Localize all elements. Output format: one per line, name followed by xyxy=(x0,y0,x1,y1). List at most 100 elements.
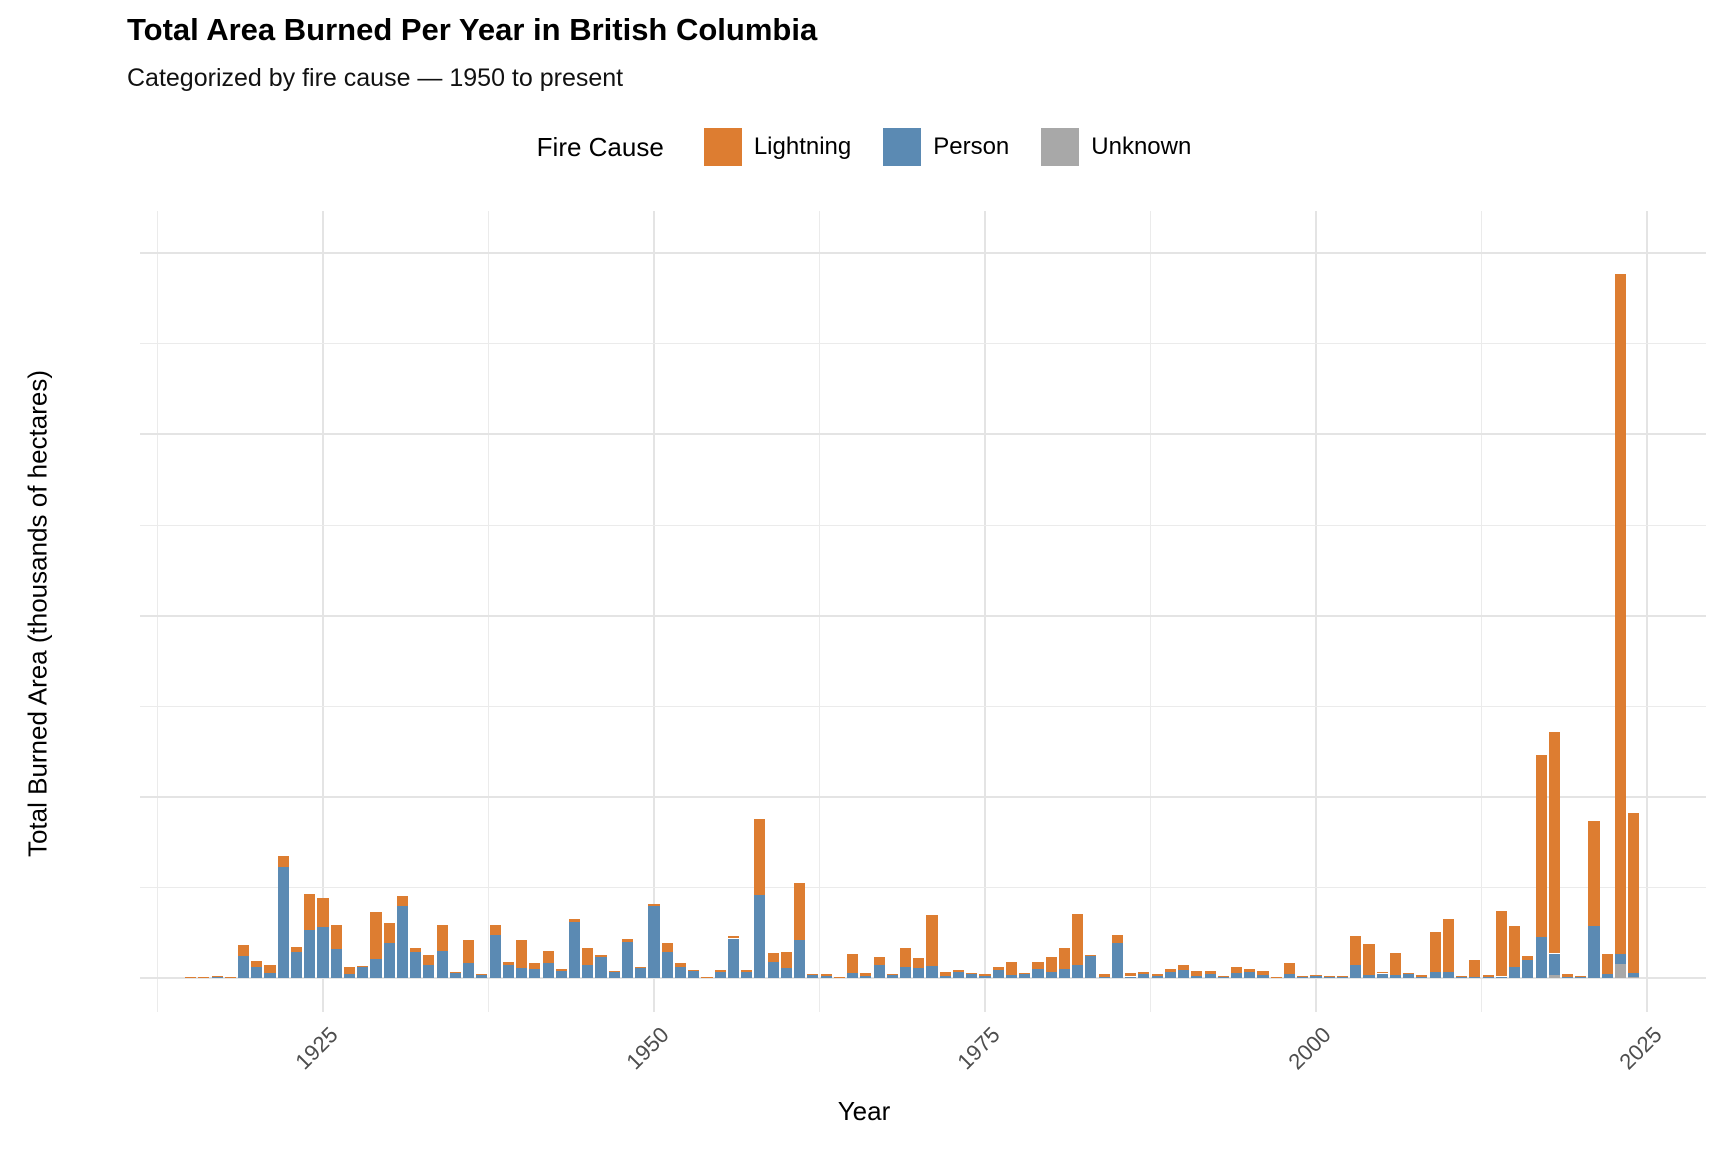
bar-1946-lightning xyxy=(595,955,607,957)
x-tick-label-1950: 1950 xyxy=(621,1022,674,1075)
bar-2005-person xyxy=(1376,973,1388,978)
bar-1954-lightning xyxy=(701,976,713,978)
bar-1995-person xyxy=(1244,971,1256,978)
y-major-gridline xyxy=(140,433,1706,436)
bar-2017-person xyxy=(1535,937,1547,978)
bar-1930-person xyxy=(383,943,395,978)
bar-1950-lightning xyxy=(648,903,660,907)
y-axis-title: Total Burned Area (thousands of hectares… xyxy=(22,369,53,858)
bar-1981-lightning xyxy=(1058,947,1070,969)
bar-1929-person xyxy=(370,959,382,978)
bar-1976-lightning xyxy=(992,966,1004,970)
bar-1991-lightning xyxy=(1191,970,1203,976)
x-tick-label-2000: 2000 xyxy=(1283,1022,1336,1075)
bar-1945-person xyxy=(582,965,594,978)
bar-1969-person xyxy=(900,966,912,978)
bar-1970-lightning xyxy=(913,958,925,969)
bar-1924-person xyxy=(304,930,316,978)
bar-1934-lightning xyxy=(436,924,448,951)
bar-1952-person xyxy=(674,966,687,978)
bar-2006-person xyxy=(1389,974,1401,978)
bar-1958-lightning xyxy=(754,818,766,895)
bar-2012-person xyxy=(1469,976,1481,978)
bar-1919-person xyxy=(238,956,250,978)
bar-1986-lightning xyxy=(1125,972,1137,977)
y-minor-gridline xyxy=(140,524,1706,526)
y-minor-gridline xyxy=(140,886,1706,888)
bar-2009-person xyxy=(1429,972,1441,978)
bar-1917-person xyxy=(211,976,223,978)
bar-1965-lightning xyxy=(847,953,859,973)
bar-1973-person xyxy=(952,972,965,978)
bar-2007-person xyxy=(1403,973,1415,978)
bar-2016-person xyxy=(1522,959,1534,978)
y-major-gridline xyxy=(140,614,1706,617)
bar-1955-person xyxy=(714,972,726,978)
legend-label-unknown: Unknown xyxy=(1091,133,1192,160)
bar-1921-lightning xyxy=(264,965,276,973)
bar-2019-lightning xyxy=(1562,974,1574,978)
bar-2003-lightning xyxy=(1350,936,1362,965)
bar-1989-person xyxy=(1164,971,1176,978)
bar-1995-lightning xyxy=(1244,969,1256,972)
bar-1979-person xyxy=(1032,968,1044,978)
bar-1996-lightning xyxy=(1257,970,1269,976)
bar-2007-lightning xyxy=(1403,972,1415,974)
bar-2000-lightning xyxy=(1310,974,1322,976)
bar-1999-person xyxy=(1297,976,1309,978)
legend-label-lightning: Lightning xyxy=(753,133,852,160)
legend-title: Fire Cause xyxy=(536,131,664,162)
bar-1948-lightning xyxy=(621,939,634,942)
bar-2015-person xyxy=(1509,967,1521,978)
bar-1988-lightning xyxy=(1151,973,1163,977)
legend: Fire Cause Lightning Person Unknown xyxy=(0,128,1728,166)
bar-1942-person xyxy=(542,962,554,978)
bar-1938-lightning xyxy=(489,924,501,935)
bar-1931-person xyxy=(396,905,408,978)
bar-1988-person xyxy=(1151,976,1163,978)
bar-1984-lightning xyxy=(1098,973,1110,978)
bar-2012-lightning xyxy=(1469,959,1481,977)
bar-1952-lightning xyxy=(674,963,687,967)
bar-1982-person xyxy=(1072,965,1084,978)
bar-1939-person xyxy=(502,965,514,978)
bar-1979-lightning xyxy=(1032,962,1044,969)
y-major-gridline xyxy=(140,977,1706,979)
bar-1924-lightning xyxy=(304,893,316,930)
bar-1958-person xyxy=(754,894,766,978)
bar-1926-person xyxy=(330,949,342,978)
x-major-gridline xyxy=(1315,211,1317,1012)
bar-1962-lightning xyxy=(807,974,819,976)
bar-2013-lightning xyxy=(1482,974,1494,978)
bar-1944-person xyxy=(569,921,581,978)
bar-1932-person xyxy=(410,951,422,978)
bar-1939-lightning xyxy=(502,962,514,965)
bar-2020-person xyxy=(1575,977,1587,979)
bar-1981-person xyxy=(1058,968,1070,978)
x-minor-gridline xyxy=(1481,211,1482,1012)
bar-1964-lightning xyxy=(833,976,845,978)
bar-2018-unknown xyxy=(1548,975,1560,978)
x-tick-label-1975: 1975 xyxy=(952,1022,1005,1075)
bar-1985-person xyxy=(1111,942,1123,978)
bar-1993-lightning xyxy=(1217,975,1229,977)
bar-1957-person xyxy=(741,971,753,978)
bar-1990-person xyxy=(1178,969,1190,978)
bar-1927-lightning xyxy=(343,966,356,975)
x-major-gridline xyxy=(984,211,986,1012)
bar-1955-lightning xyxy=(714,970,726,972)
person-swatch-icon xyxy=(883,128,922,166)
bar-1997-lightning xyxy=(1270,976,1282,978)
bar-1966-lightning xyxy=(860,972,872,976)
bar-1949-person xyxy=(635,967,647,978)
bar-1943-person xyxy=(555,971,567,978)
bar-1941-lightning xyxy=(529,963,541,969)
bar-1970-person xyxy=(913,968,925,978)
x-minor-gridline xyxy=(1150,211,1151,1012)
bar-1999-lightning xyxy=(1297,975,1309,977)
bar-1930-lightning xyxy=(383,922,395,943)
bar-2020-lightning xyxy=(1575,975,1587,978)
bar-1931-lightning xyxy=(396,895,408,906)
bar-2021-lightning xyxy=(1588,820,1600,927)
bar-1992-person xyxy=(1204,974,1216,978)
